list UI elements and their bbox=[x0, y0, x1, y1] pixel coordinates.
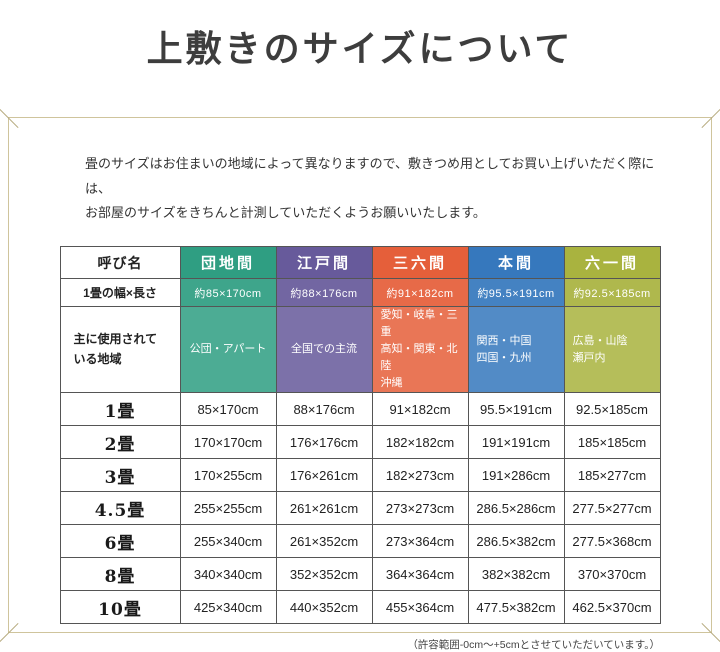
unit-size-cell: 約92.5×185cm bbox=[563, 278, 661, 308]
region-cell: 全国での主流 bbox=[275, 306, 373, 394]
table-row: 10畳 425×340cm 440×352cm 455×364cm 477.5×… bbox=[59, 590, 661, 625]
intro-line-2: お部屋のサイズをきちんと計測していただくようお願いいたします。 bbox=[85, 205, 486, 221]
column-header-rokuichima: 六一間 bbox=[563, 246, 661, 280]
intro-text: 畳のサイズはお住まいの地域によって異なりますので、敷きつめ用としてお買い上げいた… bbox=[85, 152, 671, 226]
size-value-cell: 185×185cm bbox=[563, 425, 661, 460]
frame-corner-ornament bbox=[701, 108, 720, 128]
table-row: 2畳 170×170cm 176×176cm 182×182cm 191×191… bbox=[59, 425, 661, 460]
size-value-cell: 277.5×277cm bbox=[563, 491, 661, 526]
size-value-cell: 176×261cm bbox=[275, 458, 373, 493]
table-row: 4.5畳 255×255cm 261×261cm 273×273cm 286.5… bbox=[59, 491, 661, 526]
size-value-cell: 352×352cm bbox=[275, 557, 373, 592]
size-value-cell: 286.5×286cm bbox=[467, 491, 565, 526]
table-row-names: 呼び名 団地間 江戸間 三六間 本間 六一間 bbox=[59, 246, 661, 280]
unit-size-cell: 約95.5×191cm bbox=[467, 278, 565, 308]
size-value-cell: 255×340cm bbox=[179, 524, 277, 559]
tatami-size-table: 呼び名 団地間 江戸間 三六間 本間 六一間 1畳の幅×長さ 約85×170cm… bbox=[59, 246, 661, 625]
size-value-cell: 91×182cm bbox=[371, 392, 469, 427]
column-header-danchima: 団地間 bbox=[179, 246, 277, 280]
size-value-cell: 170×170cm bbox=[179, 425, 277, 460]
size-value-cell: 176×176cm bbox=[275, 425, 373, 460]
size-value-cell: 182×182cm bbox=[371, 425, 469, 460]
size-value-cell: 261×261cm bbox=[275, 491, 373, 526]
size-value-cell: 462.5×370cm bbox=[563, 590, 661, 625]
decorative-frame: 畳のサイズはお住まいの地域によって異なりますので、敷きつめ用としてお買い上げいた… bbox=[0, 108, 720, 651]
table-row: 3畳 170×255cm 176×261cm 182×273cm 191×286… bbox=[59, 458, 661, 493]
size-value-cell: 382×382cm bbox=[467, 557, 565, 592]
tolerance-footnote: （許容範囲-0cm～+5cmとさせていただいています。） bbox=[407, 639, 660, 652]
size-value-cell: 477.5×382cm bbox=[467, 590, 565, 625]
column-header-honma: 本間 bbox=[467, 246, 565, 280]
region-cell: 関西・中国 四国・九州 bbox=[467, 306, 565, 394]
size-value-cell: 95.5×191cm bbox=[467, 392, 565, 427]
size-value-cell: 88×176cm bbox=[275, 392, 373, 427]
size-value-cell: 370×370cm bbox=[563, 557, 661, 592]
unit-size-cell: 約85×170cm bbox=[179, 278, 277, 308]
size-value-cell: 170×255cm bbox=[179, 458, 277, 493]
table-row: 6畳 255×340cm 261×352cm 273×364cm 286.5×3… bbox=[59, 524, 661, 559]
size-value-cell: 92.5×185cm bbox=[563, 392, 661, 427]
size-value-cell: 273×364cm bbox=[371, 524, 469, 559]
intro-line-1: 畳のサイズはお住まいの地域によって異なりますので、敷きつめ用としてお買い上げいた… bbox=[85, 156, 655, 196]
row-label: 2畳 bbox=[59, 425, 181, 460]
size-value-cell: 273×273cm bbox=[371, 491, 469, 526]
region-cell: 広島・山陰 瀬戸内 bbox=[563, 306, 661, 394]
size-value-cell: 191×286cm bbox=[467, 458, 565, 493]
size-value-cell: 455×364cm bbox=[371, 590, 469, 625]
size-value-cell: 255×255cm bbox=[179, 491, 277, 526]
row-label: 10畳 bbox=[59, 590, 181, 625]
column-header-sabuma: 三六間 bbox=[371, 246, 469, 280]
size-value-cell: 425×340cm bbox=[179, 590, 277, 625]
size-value-cell: 277.5×368cm bbox=[563, 524, 661, 559]
column-header-edoma: 江戸間 bbox=[275, 246, 373, 280]
row-header-unit-size: 1畳の幅×長さ bbox=[59, 278, 181, 308]
unit-size-cell: 約91×182cm bbox=[371, 278, 469, 308]
table-row-region: 主に使用されて いる地域 公団・アパート 全国での主流 愛知・岐阜・三重 高知・… bbox=[59, 306, 661, 394]
table-row: 8畳 340×340cm 352×352cm 364×364cm 382×382… bbox=[59, 557, 661, 592]
row-label: 8畳 bbox=[59, 557, 181, 592]
size-value-cell: 191×191cm bbox=[467, 425, 565, 460]
region-cell: 愛知・岐阜・三重 高知・関東・北陸 沖縄 bbox=[371, 306, 469, 394]
size-value-cell: 364×364cm bbox=[371, 557, 469, 592]
unit-size-cell: 約88×176cm bbox=[275, 278, 373, 308]
frame-corner-ornament bbox=[701, 622, 720, 642]
size-value-cell: 286.5×382cm bbox=[467, 524, 565, 559]
region-cell: 公団・アパート bbox=[179, 306, 277, 394]
size-value-cell: 182×273cm bbox=[371, 458, 469, 493]
row-label: 4.5畳 bbox=[59, 491, 181, 526]
size-value-cell: 340×340cm bbox=[179, 557, 277, 592]
row-header-region: 主に使用されて いる地域 bbox=[59, 306, 181, 394]
row-label: 3畳 bbox=[59, 458, 181, 493]
size-value-cell: 440×352cm bbox=[275, 590, 373, 625]
size-value-cell: 85×170cm bbox=[179, 392, 277, 427]
column-header-name: 呼び名 bbox=[59, 246, 181, 280]
frame-corner-ornament bbox=[0, 622, 19, 642]
size-value-cell: 261×352cm bbox=[275, 524, 373, 559]
frame-corner-ornament bbox=[0, 108, 19, 128]
page-title: 上敷きのサイズについて bbox=[146, 28, 574, 70]
row-label: 6畳 bbox=[59, 524, 181, 559]
size-value-cell: 185×277cm bbox=[563, 458, 661, 493]
table-row-unit-size: 1畳の幅×長さ 約85×170cm 約88×176cm 約91×182cm 約9… bbox=[59, 278, 661, 308]
table-row: 1畳 85×170cm 88×176cm 91×182cm 95.5×191cm… bbox=[59, 392, 661, 427]
row-label: 1畳 bbox=[59, 392, 181, 427]
